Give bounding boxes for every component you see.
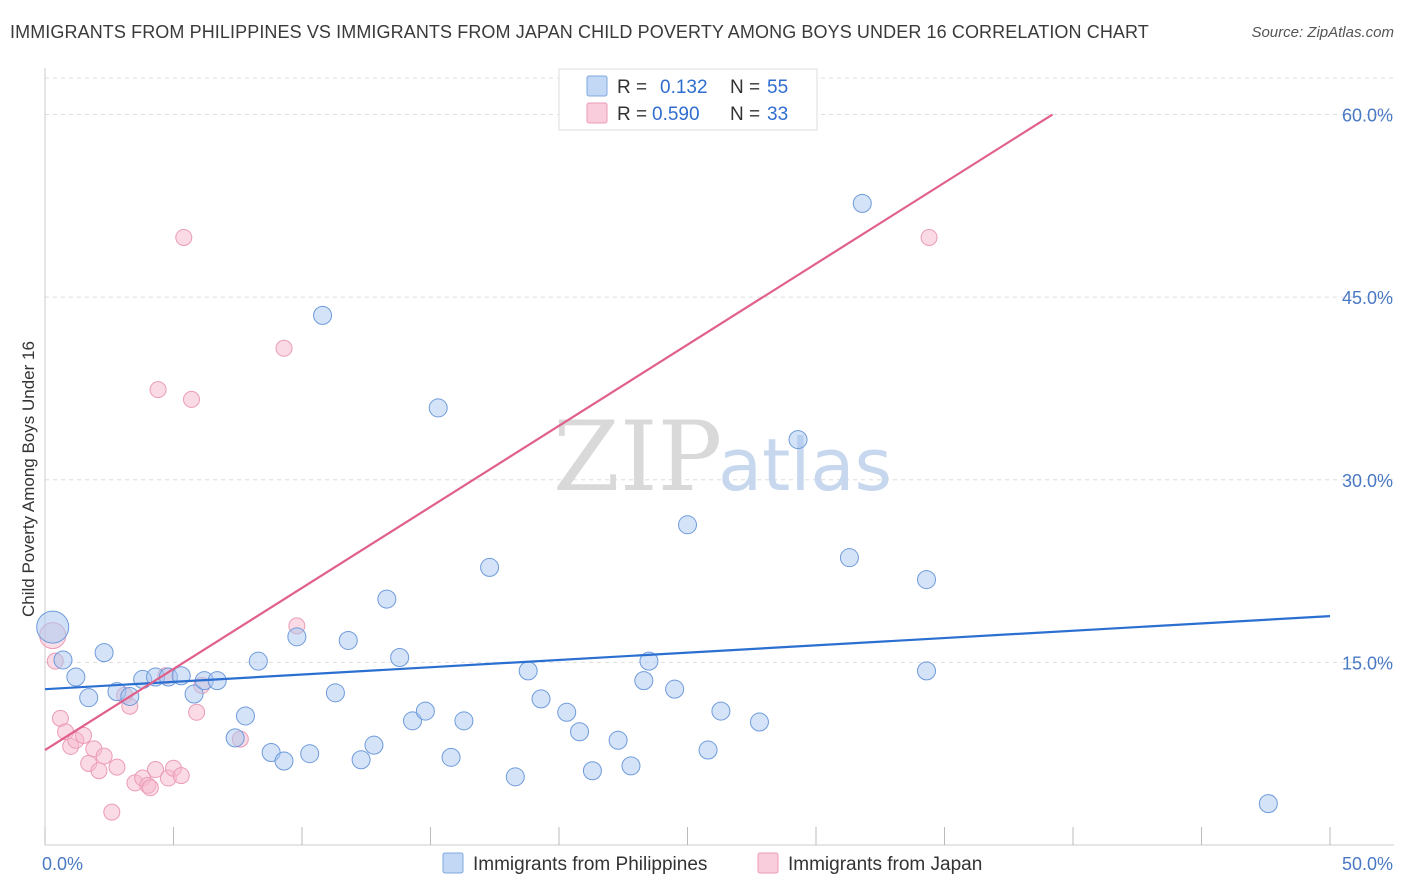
- bottom-legend: Immigrants from Philippines Immigrants f…: [442, 852, 982, 875]
- legend-n-value: 55: [767, 77, 788, 98]
- philippines-point: [480, 557, 500, 577]
- y-axis-label: Child Poverty Among Boys Under 16: [19, 341, 38, 617]
- philippines-point: [403, 711, 423, 731]
- axes: [44, 68, 1394, 846]
- japan-point: [175, 228, 193, 246]
- philippines-point: [608, 730, 628, 750]
- philippines-point: [852, 193, 872, 213]
- chart-title: IMMIGRANTS FROM PHILIPPINES VS IMMIGRANT…: [10, 22, 1149, 42]
- philippines-point: [711, 701, 731, 721]
- philippines-point: [53, 650, 73, 670]
- y-tick-label: 60.0%: [1342, 106, 1393, 126]
- legend-n-label: N =: [730, 77, 760, 98]
- philippines-point: [274, 751, 294, 771]
- legend-n-value: 33: [767, 104, 788, 125]
- philippines-point: [79, 688, 99, 708]
- philippines-point: [505, 767, 525, 787]
- y-tick-labels: 15.0% 30.0% 45.0% 60.0%: [1342, 106, 1393, 674]
- philippines-point: [184, 684, 204, 704]
- philippines-point: [377, 589, 397, 609]
- bottom-legend-swatch-philippines: [442, 852, 464, 874]
- philippines-point: [364, 735, 384, 755]
- philippines-point: [351, 750, 371, 770]
- japan-point: [75, 726, 93, 744]
- philippines-point: [839, 548, 859, 568]
- philippines-point: [621, 756, 641, 776]
- philippines-point: [917, 570, 937, 590]
- japan-point: [90, 762, 108, 780]
- legend-r-label: R =: [617, 77, 647, 98]
- bottom-legend-label-japan: Immigrants from Japan: [788, 854, 982, 875]
- philippines-point: [36, 610, 70, 644]
- philippines-point: [415, 701, 435, 721]
- philippines-point: [531, 689, 551, 709]
- philippines-point: [749, 712, 769, 732]
- bottom-legend-swatch-japan: [757, 852, 779, 874]
- japan-point: [920, 228, 938, 246]
- philippines-point: [235, 706, 255, 726]
- philippines-point: [788, 430, 808, 450]
- japan-point: [182, 390, 200, 408]
- philippines-point: [66, 667, 86, 687]
- philippines-point: [678, 515, 697, 535]
- japan-points: [39, 228, 938, 821]
- philippines-point: [287, 627, 307, 647]
- legend-swatch-philippines: [586, 75, 608, 97]
- japan-point: [141, 779, 159, 797]
- philippines-point: [665, 679, 685, 699]
- japan-point: [188, 703, 206, 721]
- philippines-point: [390, 648, 410, 668]
- y-tick-label: 15.0%: [1342, 653, 1393, 673]
- japan-point: [149, 381, 167, 399]
- x-tick-label: 50.0%: [1342, 854, 1393, 874]
- philippines-point: [917, 661, 937, 681]
- source-label: Source: ZipAtlas.com: [1251, 24, 1394, 41]
- legend-box: R = 0.132 N = 55 R = 0.590 N = 33: [558, 68, 818, 131]
- japan-point: [275, 339, 293, 357]
- legend-n-label: N =: [730, 104, 760, 125]
- philippines-point: [94, 643, 114, 663]
- philippines-trend-line: [44, 615, 1331, 691]
- philippines-point: [634, 671, 654, 691]
- japan-point: [103, 803, 121, 821]
- legend-r-label: R =: [617, 104, 647, 125]
- philippines-points: [36, 193, 1278, 814]
- philippines-point: [518, 661, 538, 681]
- philippines-point: [428, 398, 448, 418]
- philippines-point: [325, 683, 345, 703]
- legend-swatch-japan: [586, 102, 608, 124]
- philippines-point: [441, 747, 461, 767]
- legend-r-value: 0.590: [652, 104, 700, 125]
- x-tick-labels: 0.0% 50.0%: [42, 854, 1393, 874]
- japan-point: [95, 747, 113, 765]
- japan-point: [147, 761, 165, 779]
- philippines-point: [300, 744, 320, 764]
- japan-point: [172, 767, 190, 785]
- trend-lines: [44, 113, 1331, 751]
- bottom-legend-label-philippines: Immigrants from Philippines: [473, 854, 707, 875]
- japan-trend-line: [44, 113, 1054, 751]
- philippines-point: [338, 630, 358, 650]
- philippines-point: [313, 305, 333, 325]
- philippines-point: [698, 740, 718, 760]
- x-tick-label: 0.0%: [42, 854, 83, 874]
- philippines-point: [557, 702, 577, 722]
- y-tick-label: 45.0%: [1342, 288, 1393, 308]
- philippines-point: [1258, 794, 1278, 814]
- japan-point: [108, 758, 126, 776]
- philippines-point: [639, 651, 659, 671]
- philippines-point: [582, 761, 602, 781]
- legend-r-value: 0.132: [660, 77, 708, 98]
- watermark-zip: ZIP: [553, 401, 722, 513]
- y-tick-label: 30.0%: [1342, 471, 1393, 491]
- philippines-point: [225, 728, 245, 748]
- gridlines: [45, 77, 1394, 663]
- philippines-point: [570, 722, 590, 742]
- philippines-point: [248, 651, 268, 671]
- philippines-point: [454, 711, 474, 731]
